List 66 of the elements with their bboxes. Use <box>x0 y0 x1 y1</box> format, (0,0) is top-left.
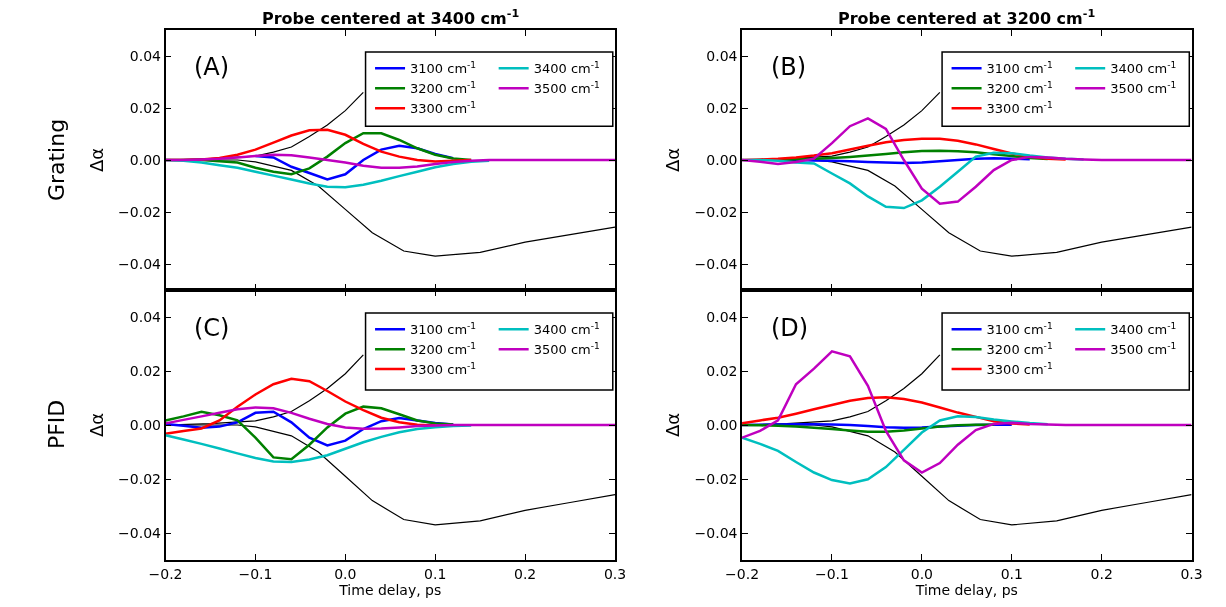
y-tick-label: 0.02 <box>706 362 738 379</box>
chart-title: Probe centered at 3400 cm$^{-1}$ <box>262 7 520 28</box>
text: Grating <box>44 118 70 202</box>
annotation: (B) <box>771 53 807 81</box>
legend-label: 3500 cm$^{-1}$ <box>533 79 600 97</box>
y-tick-label: −0.04 <box>694 255 738 272</box>
legend-label: 3200 cm$^{-1}$ <box>410 340 477 358</box>
y-tick-label: 0.00 <box>706 416 738 433</box>
y-tick-label: −0.02 <box>118 203 161 220</box>
legend-label: 3300 cm$^{-1}$ <box>986 360 1053 378</box>
legend-label: 3200 cm$^{-1}$ <box>410 79 477 97</box>
y-tick-label: 0.04 <box>129 47 162 64</box>
x-tick-label: −0.2 <box>148 565 183 582</box>
y-tick-label: −0.02 <box>694 470 738 487</box>
y-tick-label: −0.02 <box>118 470 161 487</box>
x-tick-label: 0.0 <box>910 565 933 582</box>
text: PFID <box>44 399 70 450</box>
x-tick-label: 0.0 <box>334 565 357 582</box>
y-tick-label: −0.02 <box>694 203 738 220</box>
y-tick-label: 0.04 <box>706 47 738 64</box>
y-axis-title: Δα <box>85 412 107 438</box>
y-tick-label: 0.04 <box>129 308 162 325</box>
y-tick-label: 0.04 <box>706 308 738 325</box>
legend-label: 3500 cm$^{-1}$ <box>533 340 600 358</box>
legend-label: 3500 cm$^{-1}$ <box>1110 79 1177 97</box>
y-tick-label: −0.04 <box>118 255 162 272</box>
legend-label: 3400 cm$^{-1}$ <box>533 320 600 338</box>
legend-label: 3300 cm$^{-1}$ <box>410 99 477 117</box>
legend-label: 3400 cm$^{-1}$ <box>1110 320 1177 338</box>
y-tick-label: 0.02 <box>706 99 738 116</box>
x-tick-label: −0.2 <box>725 565 760 582</box>
annotation: (A) <box>194 53 230 81</box>
x-tick-label: −0.1 <box>238 565 273 582</box>
legend-label: 3400 cm$^{-1}$ <box>533 59 600 77</box>
legend-label: 3200 cm$^{-1}$ <box>986 340 1053 358</box>
legend-label: 3100 cm$^{-1}$ <box>986 320 1053 338</box>
x-tick-label: 0.1 <box>424 565 447 582</box>
y-axis-title: Δα <box>662 412 684 438</box>
x-tick-label: 0.1 <box>1000 565 1023 582</box>
legend-label: 3100 cm$^{-1}$ <box>410 59 477 77</box>
x-tick-label: 0.3 <box>603 565 627 582</box>
legend-label: 3300 cm$^{-1}$ <box>410 360 477 378</box>
x-axis-title: Time delay, ps <box>338 581 442 598</box>
y-tick-label: 0.00 <box>129 416 161 433</box>
y-axis-title: Δα <box>662 147 684 173</box>
annotation: (D) <box>771 314 809 342</box>
legend-label: 3200 cm$^{-1}$ <box>986 79 1053 97</box>
x-tick-label: 0.3 <box>1180 565 1203 582</box>
y-tick-label: −0.04 <box>694 524 738 541</box>
legend-label: 3100 cm$^{-1}$ <box>410 320 477 338</box>
y-tick-label: 0.00 <box>706 151 738 168</box>
legend-label: 3300 cm$^{-1}$ <box>986 99 1053 117</box>
y-axis-title: Δα <box>85 147 107 173</box>
y-tick-label: 0.02 <box>129 362 161 379</box>
y-tick-label: 0.02 <box>129 99 161 116</box>
x-tick-label: 0.2 <box>1090 565 1113 582</box>
legend-label: 3100 cm$^{-1}$ <box>986 59 1053 77</box>
legend-label: 3500 cm$^{-1}$ <box>1110 340 1177 358</box>
y-tick-label: 0.00 <box>129 151 161 168</box>
y-tick-label: −0.04 <box>118 524 162 541</box>
chart-title: Probe centered at 3200 cm$^{-1}$ <box>838 7 1096 28</box>
legend-label: 3400 cm$^{-1}$ <box>1110 59 1177 77</box>
annotation: (C) <box>194 314 230 342</box>
x-axis-title: Time delay, ps <box>914 581 1018 598</box>
x-tick-label: −0.1 <box>814 565 849 582</box>
x-tick-label: 0.2 <box>514 565 537 582</box>
